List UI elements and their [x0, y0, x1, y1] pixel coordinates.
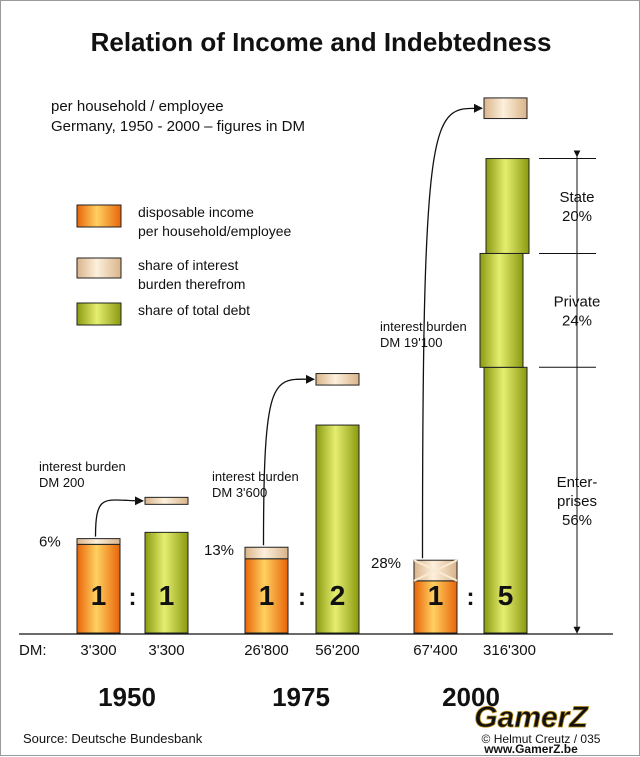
legend-swatch-debt [76, 302, 122, 326]
ratio-right-label: 2 [330, 580, 346, 611]
interest-burden-label: interest burden [39, 459, 126, 474]
legend-swatch-interest [76, 257, 122, 279]
interest-burden-label: interest burden [380, 319, 467, 334]
income-value-label: 26'800 [244, 642, 289, 659]
year-label: 2000 [442, 682, 500, 712]
ratio-left-label: 1 [428, 580, 444, 611]
credit-label: © Helmut Creutz / 035 [482, 732, 601, 746]
interest-percent-label: 28% [371, 555, 401, 572]
interest-share-pattern [413, 559, 458, 582]
ratio-colon: : [467, 584, 475, 611]
income-value-label: 67'400 [413, 642, 458, 659]
year-label: 1975 [272, 682, 330, 712]
interest-arrow [262, 374, 315, 546]
income-bar [413, 580, 458, 634]
source-label: Source: Deutsche Bundesbank [23, 731, 203, 746]
legend-label: per household/employee [138, 223, 292, 239]
income-value-label: 3'300 [80, 642, 116, 659]
legend-label: burden therefrom [138, 276, 245, 292]
subtitle-line: per household / employee [51, 98, 224, 115]
year-label: 1950 [98, 682, 156, 712]
interest-burden-box [315, 373, 360, 386]
subtitle-line: Germany, 1950 - 2000 – figures in DM [51, 118, 305, 135]
site-label: www.GamerZ.be [483, 742, 578, 756]
ratio-left-label: 1 [91, 580, 107, 611]
ratio-right-label: 1 [159, 580, 175, 611]
interest-share-bar [244, 546, 289, 560]
ratio-left-label: 1 [259, 580, 275, 611]
ratio-right-label: 5 [498, 580, 514, 611]
interest-burden-label: DM 3'600 [212, 485, 267, 500]
debt-bar [315, 424, 360, 634]
interest-burden-label: interest burden [212, 469, 299, 484]
debt-segment-bar [485, 158, 530, 254]
debt-bar [144, 531, 189, 634]
debt-segment-bar [479, 252, 524, 368]
interest-percent-label: 6% [39, 534, 61, 551]
interest-burden-box [483, 97, 528, 120]
interest-arrow [94, 496, 144, 537]
interest-share-bar [76, 538, 121, 545]
interest-burden-label: DM 19'100 [380, 335, 442, 350]
ratio-colon: : [298, 584, 306, 611]
chart-title: Relation of Income and Indebtedness [91, 27, 552, 57]
legend-swatch-income [76, 204, 122, 228]
interest-arrow [421, 103, 483, 559]
income-bar [76, 543, 121, 634]
legend-label: share of total debt [138, 302, 250, 318]
watermark-logo: GamerZ [474, 701, 589, 734]
interest-percent-label: 13% [204, 542, 234, 559]
debt-value-label: 56'200 [315, 642, 360, 659]
dm-unit-label: DM: [19, 642, 47, 659]
ratio-colon: : [129, 584, 137, 611]
interest-burden-label: DM 200 [39, 475, 85, 490]
legend-label: share of interest [138, 257, 238, 273]
interest-burden-box [144, 496, 189, 505]
legend-label: disposable income [138, 204, 254, 220]
debt-value-label: 3'300 [148, 642, 184, 659]
debt-value-label: 316'300 [483, 642, 536, 659]
